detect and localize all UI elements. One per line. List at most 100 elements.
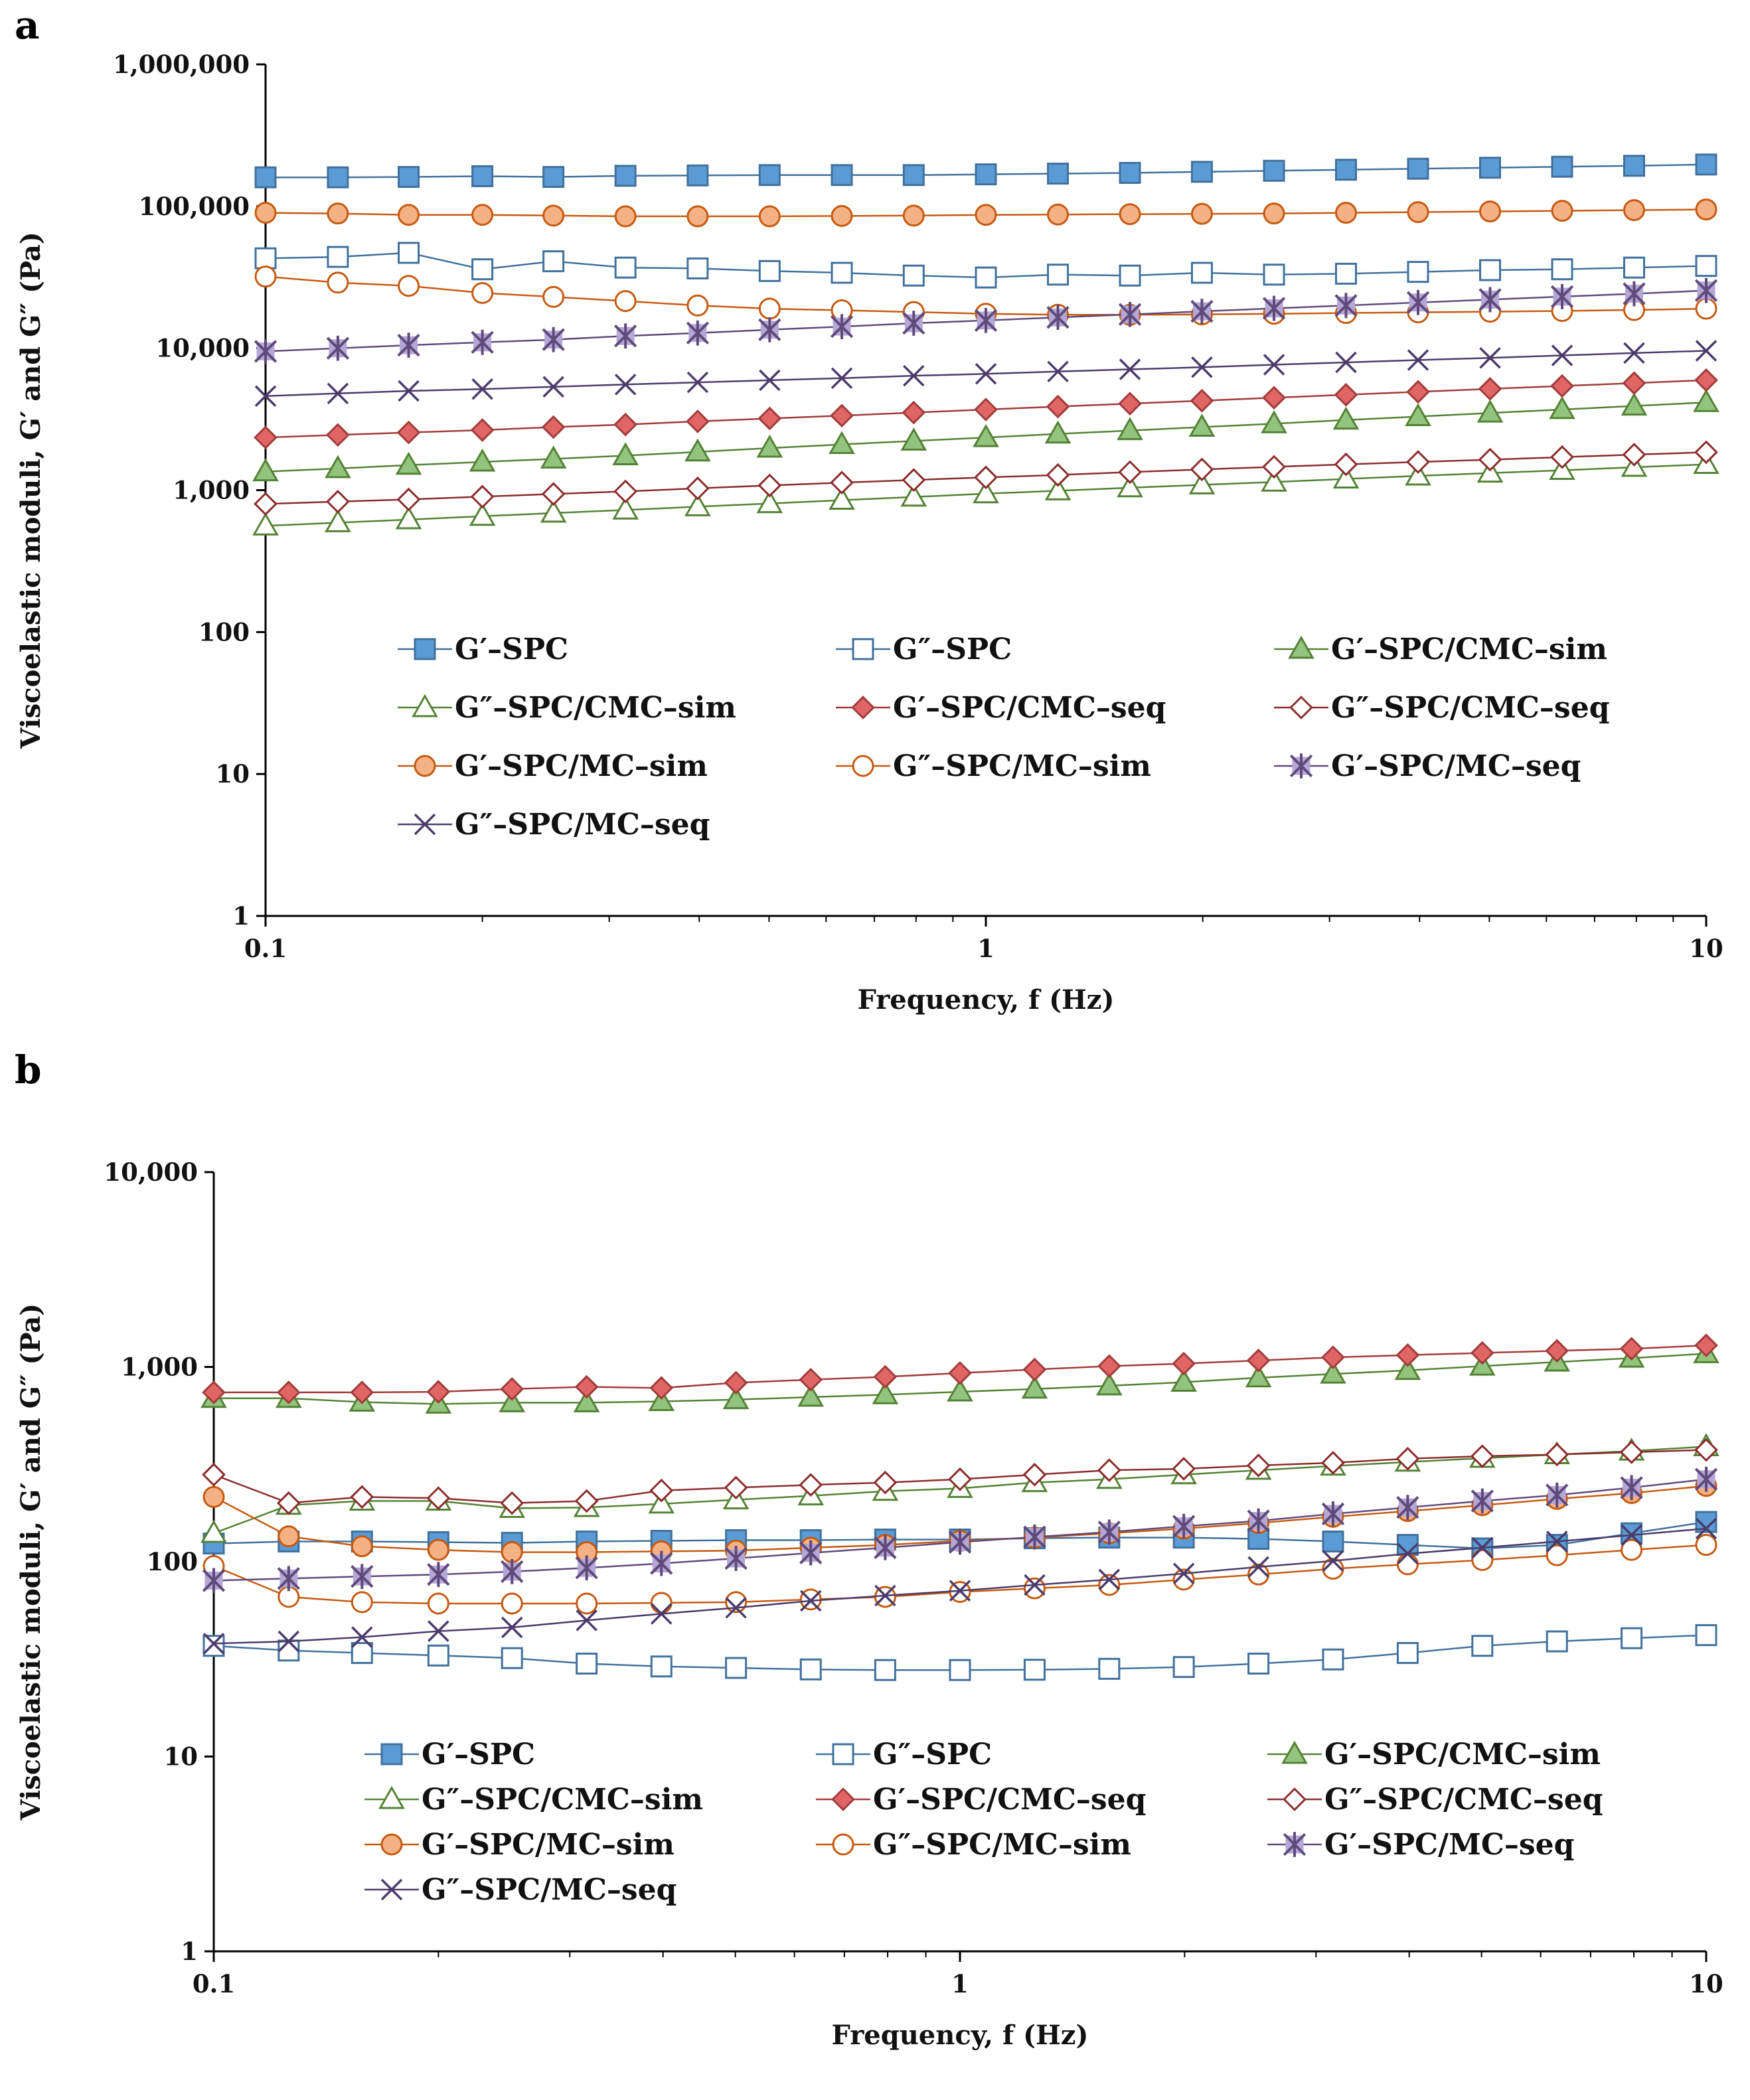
panel-label-a: a	[15, 3, 40, 48]
data-point	[1549, 396, 1575, 419]
data-point	[873, 1470, 898, 1495]
data-point	[612, 496, 639, 520]
data-point	[1406, 289, 1430, 315]
data-point	[1334, 262, 1357, 285]
data-point	[831, 367, 853, 390]
data-point	[613, 323, 637, 349]
data-point	[1695, 1517, 1717, 1540]
data-point	[1550, 284, 1574, 309]
legend-item: G′–SPC/MC–sim	[398, 749, 708, 783]
data-point	[1046, 394, 1070, 419]
data-point	[831, 204, 853, 227]
data-point	[501, 1647, 523, 1669]
data-point	[542, 285, 565, 308]
legend-label: G′–SPC/MC–sim	[455, 749, 708, 783]
data-point	[829, 431, 855, 455]
data-point	[469, 448, 496, 472]
data-point	[686, 205, 709, 228]
data-point	[900, 427, 927, 451]
legend-label: G′–SPC/MC–sim	[422, 1828, 675, 1862]
data-point	[1322, 1550, 1344, 1572]
y-tick-label: 10	[164, 1742, 199, 1771]
data-point	[1550, 374, 1574, 398]
data-point	[1623, 256, 1645, 279]
data-point	[722, 1386, 750, 1410]
data-point	[1471, 1488, 1494, 1514]
data-point	[1188, 471, 1216, 494]
data-point	[1694, 1466, 1718, 1492]
data-point	[1407, 261, 1429, 283]
data-point	[614, 205, 637, 228]
legend-item: G′–SPC/MC–seq	[1267, 1828, 1574, 1862]
data-point	[1321, 1501, 1345, 1527]
data-point	[254, 338, 278, 364]
legend-label: G″–SPC/MC–sim	[873, 1828, 1131, 1862]
legend-marker	[414, 755, 436, 777]
legend-item: G″–SPC/CMC–seq	[1267, 1783, 1603, 1817]
data-point	[254, 247, 277, 269]
data-point	[426, 1380, 451, 1404]
data-point	[1551, 200, 1573, 222]
legend-marker	[832, 1833, 854, 1856]
x-tick-label: 1	[951, 1969, 969, 1998]
legend-marker	[832, 1743, 854, 1765]
data-point	[1479, 259, 1502, 281]
data-point	[757, 406, 782, 431]
data-point	[351, 1535, 373, 1558]
data-point	[1622, 443, 1646, 467]
data-point	[1478, 287, 1502, 313]
data-point	[902, 264, 925, 287]
data-point	[1334, 159, 1357, 181]
data-point	[686, 410, 710, 433]
y-tick-label: 1,000	[173, 476, 250, 505]
data-point	[1551, 258, 1573, 281]
data-point	[902, 468, 926, 492]
legend-label: G″–SPC	[873, 1738, 992, 1771]
data-point	[649, 1376, 674, 1400]
data-point	[1172, 1562, 1195, 1584]
data-point	[1022, 1462, 1047, 1487]
series-7	[202, 1534, 1717, 1615]
data-point	[1545, 1339, 1569, 1363]
data-point	[874, 1659, 896, 1681]
data-point	[1394, 1357, 1421, 1381]
data-point	[903, 364, 925, 387]
x-axis-title: Frequency, f (Hz)	[832, 2020, 1089, 2051]
legend-marker	[380, 1833, 403, 1856]
data-point	[351, 1642, 373, 1665]
data-point	[830, 471, 854, 495]
data-point	[1047, 163, 1070, 185]
legend-item: G′–SPC/CMC–sim	[1267, 1738, 1601, 1771]
data-point	[686, 294, 709, 317]
data-point	[725, 1657, 748, 1679]
data-point	[252, 458, 279, 482]
data-point	[1471, 1537, 1494, 1559]
data-point	[759, 369, 781, 392]
legend-marker	[852, 755, 874, 777]
data-point	[1396, 1553, 1419, 1576]
legend-marker	[1289, 753, 1313, 779]
data-point	[1046, 305, 1070, 331]
data-point	[1479, 157, 1502, 179]
legend-label: G′–SPC/MC–seq	[1331, 749, 1581, 783]
legend-item: G′–SPC	[364, 1738, 535, 1771]
data-point	[902, 400, 926, 425]
data-point	[1695, 255, 1717, 277]
legend-item: G′–SPC/CMC–seq	[816, 1783, 1146, 1817]
data-point	[1170, 1369, 1197, 1392]
data-point	[1476, 459, 1504, 483]
data-point	[202, 1381, 226, 1404]
data-point	[499, 1389, 526, 1412]
data-point	[873, 1365, 898, 1389]
data-point	[1172, 1513, 1196, 1539]
data-point	[902, 164, 925, 187]
data-point	[1695, 340, 1717, 362]
data-point	[725, 1597, 747, 1619]
data-point	[830, 314, 854, 340]
data-point	[395, 506, 422, 530]
series-2	[252, 389, 1719, 482]
data-point	[614, 165, 637, 187]
data-point	[1623, 199, 1645, 222]
data-point	[1406, 380, 1430, 404]
data-point	[1478, 447, 1502, 472]
